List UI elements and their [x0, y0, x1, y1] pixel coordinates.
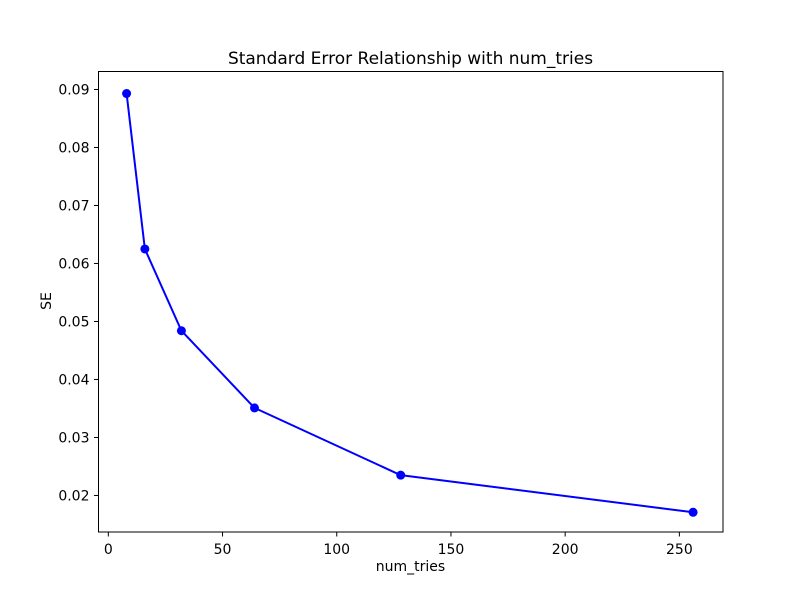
- x-axis-tick-label: 100: [323, 542, 350, 558]
- y-axis-tick-label: 0.09: [58, 82, 89, 98]
- x-axis-tick-label: 250: [666, 542, 693, 558]
- y-axis-tick-label: 0.02: [58, 488, 89, 504]
- y-axis-tick-label: 0.05: [58, 314, 89, 330]
- y-axis-tick-label: 0.08: [58, 140, 89, 156]
- se-marker: [140, 244, 150, 254]
- se-marker: [176, 326, 186, 336]
- x-axis-tick-label: 150: [438, 542, 465, 558]
- chart-title: Standard Error Relationship with num_tri…: [227, 49, 594, 69]
- x-axis-label: num_tries: [375, 559, 446, 575]
- se-line: [125, 93, 694, 514]
- x-axis-tick-label: 200: [552, 542, 579, 558]
- y-axis-tick-label: 0.03: [58, 430, 89, 446]
- y-axis-tick-label: 0.07: [58, 198, 89, 214]
- se-marker: [396, 470, 406, 480]
- y-axis-label: SE: [39, 292, 55, 310]
- se-marker: [250, 403, 260, 413]
- x-axis-tick-label: 0: [104, 542, 113, 558]
- se-marker: [122, 89, 132, 99]
- y-axis-tick-label: 0.04: [58, 372, 89, 388]
- se-marker: [688, 507, 698, 517]
- plot-area: [98, 71, 724, 533]
- x-axis-tick-label: 50: [214, 542, 232, 558]
- y-axis-tick-label: 0.06: [58, 256, 89, 272]
